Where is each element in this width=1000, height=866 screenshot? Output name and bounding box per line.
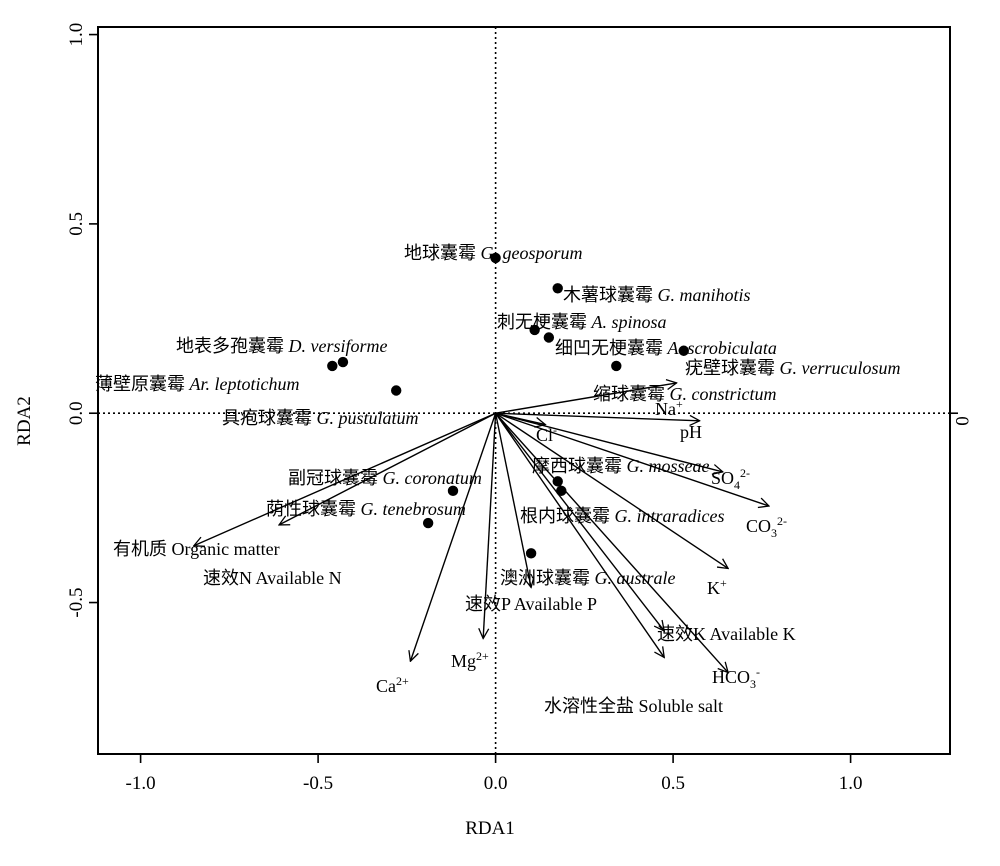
species-points: 地球囊霉 G. geosporum 木薯球囊霉 G. manihotis 刺无梗囊霉… <box>95 243 900 588</box>
vector-arrow <box>495 412 729 672</box>
species-point <box>525 548 537 559</box>
vector-arrow <box>495 412 700 421</box>
vector-arrow <box>279 412 496 525</box>
species-point <box>552 476 563 487</box>
vector-arrow <box>495 412 665 631</box>
vector-arrow <box>483 413 497 638</box>
y-tick-label: -0.5 <box>66 588 87 618</box>
vector-label: HCO3- <box>712 665 760 691</box>
environmental-vectors: Na+ pH Cl- SO42- CO32- K+ 速效K Available K HCO3-… <box>113 383 796 716</box>
vector-label: Na+ <box>655 397 683 419</box>
reference-lines <box>98 27 958 754</box>
species-label: 根内球囊霉 G. intraradices <box>520 506 725 526</box>
vector-label: pH <box>680 422 702 442</box>
vector-arrow <box>495 412 723 472</box>
vector-label: 有机质 Organic matter <box>113 539 280 559</box>
species-point <box>337 356 349 368</box>
vector-arrow <box>495 412 729 568</box>
vector-label: K+ <box>707 576 727 598</box>
species-label: 地表多孢囊霉 D. versiforme <box>176 336 387 356</box>
vector-arrow <box>410 412 497 661</box>
species-label: 细凹无梗囊霉 A. scrobiculata <box>555 338 777 358</box>
species-label: 摩西球囊霉 G. mosseae <box>532 456 710 476</box>
species-label: 刺无梗囊霉 A. spinosa <box>497 312 667 332</box>
vector-arrow <box>495 383 677 414</box>
species-point <box>543 332 555 343</box>
vector-label: SO42- <box>711 466 750 492</box>
species-point <box>391 385 402 396</box>
y-tick-label: 0.5 <box>66 212 87 236</box>
y-axis: -0.5 0.0 0.5 1.0 <box>66 23 98 618</box>
species-point <box>447 485 459 497</box>
y-tick-label: 0.0 <box>66 401 87 425</box>
plot-frame <box>97 26 951 755</box>
y-axis-title: RDA2 <box>14 396 35 446</box>
species-label: 疣壁球囊霉 G. verruculosum <box>685 358 900 378</box>
vector-arrow <box>495 412 665 657</box>
species-point <box>552 283 563 294</box>
x-axis-title: RDA1 <box>465 818 515 839</box>
x-tick-label: 0.0 <box>484 773 508 794</box>
species-label: 具疱球囊霉 G. pustulatum <box>222 408 419 428</box>
species-label: 澳洲球囊霉 G. australe <box>500 568 676 588</box>
right-axis-label: 0 <box>951 416 972 426</box>
x-tick-label: -0.5 <box>303 773 333 794</box>
vector-label: Ca2+ <box>376 674 409 696</box>
vector-arrow <box>194 412 496 546</box>
vector-label: Mg2+ <box>451 649 489 671</box>
species-point <box>678 345 689 356</box>
species-point <box>556 485 567 497</box>
vector-label: 速效N Available N <box>203 568 342 588</box>
vector-arrow <box>495 412 769 506</box>
y-tick-label: 1.0 <box>66 23 87 47</box>
x-tick-label: 1.0 <box>839 773 863 794</box>
vector-label: Cl- <box>536 423 557 445</box>
species-label: 缩球囊霉 G. constrictum <box>593 384 777 404</box>
vector-arrow <box>494 413 531 587</box>
vector-label: 速效K Available K <box>657 624 796 644</box>
species-point <box>490 252 501 264</box>
vector-label: 速效P Available P <box>465 594 597 614</box>
species-label: 薄壁原囊霉 Ar. leptotichum <box>95 374 300 394</box>
species-point <box>422 517 434 529</box>
vector-label: CO32- <box>746 514 787 540</box>
species-label: 副冠球囊霉 G. coronatum <box>288 468 482 488</box>
x-tick-label: -1.0 <box>126 773 156 794</box>
species-point <box>611 360 622 372</box>
vector-label: 水溶性全盐 Soluble salt <box>544 696 723 716</box>
species-label: 地球囊霉 G. geosporum <box>404 243 583 263</box>
species-label: 荫性球囊霉 G. tenebrosum <box>266 499 466 519</box>
x-tick-label: 0.5 <box>661 773 685 794</box>
x-axis: -1.0 -0.5 0.0 0.5 1.0 <box>126 754 863 794</box>
species-point <box>529 324 540 336</box>
species-point <box>327 360 338 372</box>
species-label: 木薯球囊霉 G. manihotis <box>563 285 751 305</box>
